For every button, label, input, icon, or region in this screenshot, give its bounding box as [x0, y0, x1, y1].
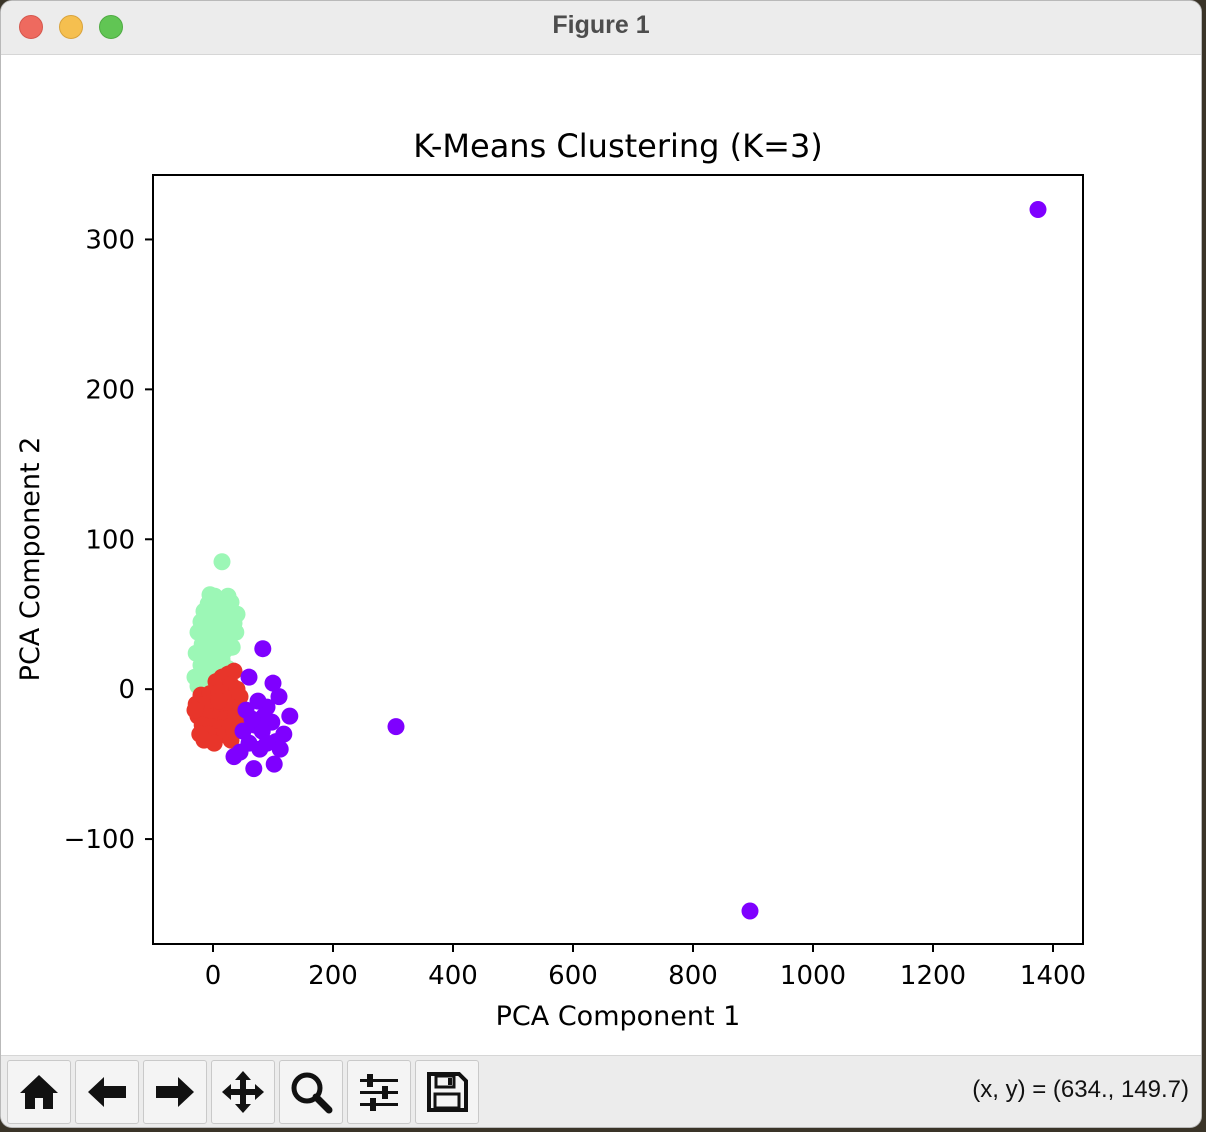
data-point-cluster_0-15	[271, 740, 289, 758]
data-point-cluster_1-48	[196, 641, 214, 659]
minimize-window-button[interactable]	[59, 15, 83, 39]
y-axis-ticks: −100 0 100 200 300	[64, 225, 153, 855]
floppy-disk-icon	[427, 1072, 468, 1112]
figure-canvas[interactable]: K-Means Clustering (K=3) 0 200 400 600 800 10…	[1, 55, 1202, 1055]
title-bar[interactable]: Figure 1	[1, 1, 1201, 55]
data-point-cluster_2-34	[210, 692, 228, 710]
data-point-cluster_0-1	[240, 668, 258, 686]
data-point-cluster_2-33	[191, 725, 209, 743]
back-button[interactable]	[75, 1060, 139, 1124]
magnifier-icon	[291, 1072, 333, 1114]
pan-button[interactable]	[211, 1060, 275, 1124]
data-point-cluster_0-3	[270, 688, 288, 706]
cursor-coordinate-readout: (x, y) = (634., 149.7)	[972, 1076, 1189, 1103]
save-button[interactable]	[415, 1060, 479, 1124]
window-title: Figure 1	[552, 11, 650, 39]
y-tick-label: 0	[118, 675, 135, 705]
plot-area-frame	[152, 174, 1084, 945]
x-tick-label: 800	[668, 961, 718, 991]
data-point-cluster_0-17	[225, 748, 243, 766]
data-point-cluster_0-0	[254, 640, 272, 658]
data-point-cluster_1-29	[223, 638, 241, 656]
y-axis-label: PCA Component 2	[15, 437, 46, 682]
x-axis-label: PCA Component 1	[496, 1001, 741, 1032]
x-tick-label: 200	[308, 961, 358, 991]
data-point-cluster_2-29	[205, 734, 223, 752]
configure-subplots-button[interactable]	[347, 1060, 411, 1124]
x-axis-ticks: 0 200 400 600 800 1000 1200 1400	[205, 944, 1086, 991]
data-point-cluster_0-2	[264, 674, 282, 692]
x-tick-label: 1000	[780, 961, 846, 991]
x-tick-label: 600	[548, 961, 598, 991]
home-button[interactable]	[7, 1060, 71, 1124]
data-point-cluster_0-20	[258, 734, 276, 752]
arrow-left-icon	[88, 1077, 126, 1107]
x-tick-label: 1200	[900, 961, 966, 991]
x-tick-label: 1400	[1020, 961, 1086, 991]
data-point-cluster_0-23	[243, 710, 261, 728]
data-point-cluster_0-25	[741, 902, 759, 920]
data-point-cluster_0-7	[281, 707, 299, 725]
y-tick-label: 100	[85, 525, 135, 555]
y-tick-label: −100	[64, 825, 135, 855]
arrow-right-icon	[156, 1077, 194, 1107]
data-point-cluster_0-21	[234, 722, 252, 740]
zoom-button[interactable]	[279, 1060, 343, 1124]
maximize-window-button[interactable]	[99, 15, 123, 39]
x-tick-label: 0	[205, 961, 222, 991]
scatter-points	[186, 200, 1047, 920]
data-point-cluster_2-32	[186, 701, 204, 719]
y-tick-label: 200	[85, 375, 135, 405]
data-point-cluster_0-19	[245, 760, 263, 778]
data-point-cluster_1-47	[214, 611, 232, 629]
sliders-icon	[360, 1074, 398, 1111]
x-tick-label: 400	[428, 961, 478, 991]
data-point-cluster_0-18	[265, 755, 283, 773]
y-tick-label: 300	[85, 225, 135, 255]
data-point-cluster_0-24	[387, 718, 405, 736]
close-window-button[interactable]	[19, 15, 43, 39]
data-point-cluster_0-26	[1029, 200, 1047, 218]
navigation-toolbar: (x, y) = (634., 149.7)	[1, 1055, 1201, 1127]
move-icon	[222, 1071, 264, 1113]
data-point-cluster_1-0	[213, 553, 231, 571]
forward-button[interactable]	[143, 1060, 207, 1124]
chart-title: K-Means Clustering (K=3)	[413, 127, 823, 165]
home-icon	[20, 1075, 58, 1109]
data-point-cluster_1-46	[210, 635, 228, 653]
